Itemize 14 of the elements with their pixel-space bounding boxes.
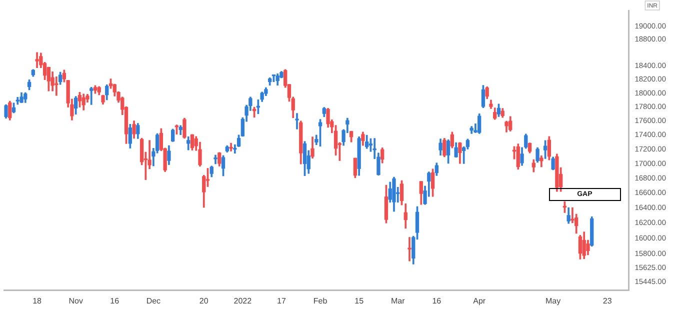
x-tick-label: Nov <box>68 296 83 306</box>
x-tick-label: 23 <box>602 296 612 306</box>
x-tick-label: Apr <box>473 296 486 306</box>
x-tick-label: 16 <box>110 296 120 306</box>
x-tick-label: 17 <box>277 296 286 306</box>
x-tick-label: 18 <box>32 296 42 306</box>
x-tick-label: 20 <box>199 296 209 306</box>
x-tick-label: May <box>546 296 561 306</box>
x-tick-label: Feb <box>313 296 328 306</box>
x-tick-label: Dec <box>146 296 161 306</box>
x-tick-label: 2022 <box>234 296 252 306</box>
x-tick-label: Mar <box>390 296 406 306</box>
x-tick-label: 16 <box>432 296 442 306</box>
x-tick-label: 15 <box>354 296 364 306</box>
